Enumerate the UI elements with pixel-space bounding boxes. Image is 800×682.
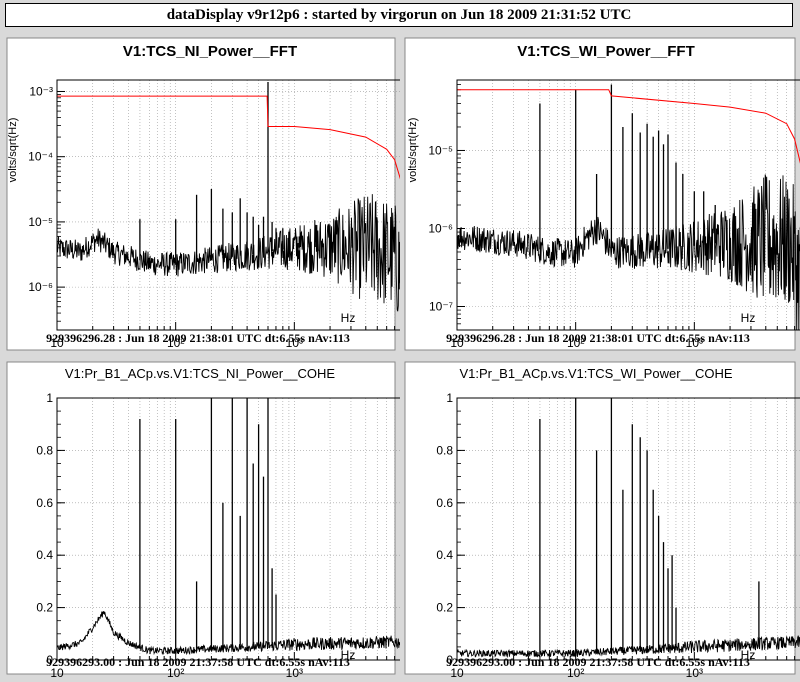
- y-tick-label: 1: [46, 391, 53, 405]
- x-tick-label: 10³: [286, 336, 303, 350]
- y-tick-label: 10⁻⁴: [28, 150, 53, 164]
- x-tick-label: 10²: [567, 336, 584, 350]
- y-tick-label: 10⁻⁷: [429, 300, 453, 314]
- window-title: dataDisplay v9r12p6 : started by virgoru…: [5, 3, 793, 27]
- plot-footer: 929396296.28 : Jun 18 2009 21:38:01 UTC …: [46, 331, 350, 345]
- chart-title: V1:TCS_WI_Power__FFT: [517, 43, 695, 60]
- chart-title: V1:TCS_NI_Power__FFT: [123, 43, 297, 60]
- x-tick-label: 10³: [686, 666, 703, 680]
- x-axis-label: Hz: [341, 648, 356, 662]
- spectrum-trace: [57, 611, 400, 656]
- plot-frame: [456, 79, 800, 331]
- reference-curve: [457, 89, 800, 164]
- x-tick-label: 10: [50, 666, 64, 680]
- plot-footer: 929396293.00 : Jun 18 2009 21:37:58 UTC …: [46, 655, 350, 669]
- grid: [57, 398, 400, 660]
- y-tick-label: 10⁻⁶: [428, 221, 453, 235]
- chart-svg: V1:TCS_WI_Power__FFT 10 10² 10³ Hz 10⁻⁷ 10⁻⁶ 10…: [404, 37, 800, 351]
- y-tick-label: 1: [446, 391, 453, 405]
- coherence-ni-pad[interactable]: V1:Pr_B1_ACp.vs.V1:TCS_NI_Power__COHE 10 1…: [0, 358, 400, 682]
- plot-footer: 929396293.00 : Jun 18 2009 21:37:58 UTC …: [446, 655, 750, 669]
- y-axis-label: volts/sqrt(Hz): [7, 118, 19, 183]
- y-tick-label: 0: [446, 653, 453, 667]
- spectrum-trace: [457, 635, 800, 658]
- y-tick-label: 0.4: [36, 548, 53, 562]
- y-tick-label: 0.2: [36, 601, 53, 615]
- y-tick-label: 0.6: [436, 496, 453, 510]
- coherence-wi-pad[interactable]: V1:Pr_B1_ACp.vs.V1:TCS_WI_Power__COHE 10 1…: [400, 358, 800, 682]
- y-tick-label: 0: [46, 653, 53, 667]
- grid: [457, 80, 800, 330]
- canvas-frame: [404, 37, 796, 351]
- x-tick-label: 10: [450, 336, 464, 350]
- x-tick-label: 10³: [686, 336, 703, 350]
- spectrum-trace: [457, 174, 800, 330]
- x-axis-label: Hz: [341, 311, 356, 325]
- chart-svg: V1:TCS_NI_Power__FFT 10 10² 10³ Hz 10⁻⁶ 10⁻⁵ 10…: [6, 37, 400, 351]
- y-axis-label: volts/sqrt(Hz): [407, 118, 419, 183]
- canvas-frame: [404, 361, 796, 675]
- y-tick-label: 0.8: [436, 443, 453, 457]
- fft-wi-power-pad[interactable]: V1:TCS_WI_Power__FFT 10 10² 10³ Hz 10⁻⁷ 10⁻⁶ 10…: [400, 34, 800, 358]
- reference-curve: [57, 95, 400, 180]
- grid: [457, 398, 800, 660]
- y-tick-label: 10⁻⁶: [28, 280, 53, 294]
- y-tick-label: 0.8: [36, 443, 53, 457]
- x-axis-label: Hz: [741, 311, 756, 325]
- chart-title: V1:Pr_B1_ACp.vs.V1:TCS_NI_Power__COHE: [65, 366, 336, 381]
- y-tick-label: 0.6: [36, 496, 53, 510]
- y-tick-label: 10⁻⁵: [28, 215, 53, 229]
- x-tick-label: 10²: [167, 666, 184, 680]
- fft-ni-power-pad[interactable]: V1:TCS_NI_Power__FFT 10 10² 10³ Hz 10⁻⁶ 10⁻⁵ 10…: [0, 34, 400, 358]
- x-tick-label: 10: [450, 666, 464, 680]
- chart-title: V1:Pr_B1_ACp.vs.V1:TCS_WI_Power__COHE: [459, 366, 732, 381]
- y-tick-label: 10⁻³: [29, 84, 53, 98]
- plot-frame: [56, 79, 400, 331]
- x-tick-label: 10: [50, 336, 64, 350]
- y-tick-label: 0.4: [436, 548, 453, 562]
- y-tick-label: 0.2: [436, 601, 453, 615]
- x-tick-label: 10²: [567, 666, 584, 680]
- x-tick-label: 10²: [167, 336, 184, 350]
- plot-footer: 929396296.28 : Jun 18 2009 21:38:01 UTC …: [446, 331, 750, 345]
- spectrum-trace: [57, 194, 400, 312]
- y-tick-label: 10⁻⁵: [428, 143, 453, 157]
- x-axis-label: Hz: [741, 648, 756, 662]
- canvas-frame: [6, 37, 396, 351]
- canvas-frame: [6, 361, 396, 675]
- x-tick-label: 10³: [286, 666, 303, 680]
